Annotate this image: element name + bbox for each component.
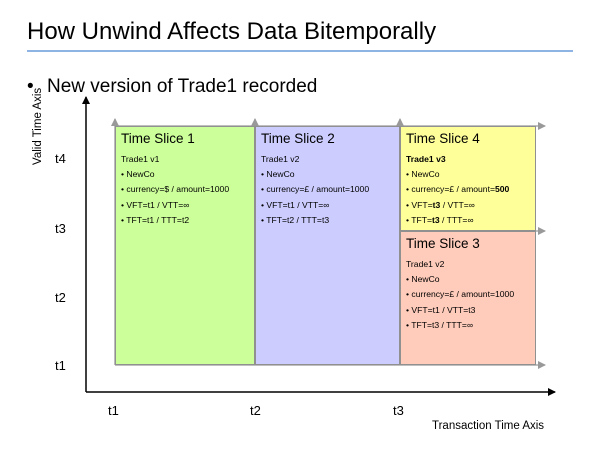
y-tick-t4: t4 xyxy=(55,151,66,166)
slice-vft-suffix: / VTT=∞ xyxy=(440,199,475,210)
x-tick-t1: t1 xyxy=(108,403,119,418)
slice-trade-text: Trade1 v3 xyxy=(406,154,446,164)
slice-title: Time Slice 3 xyxy=(406,236,480,251)
slice-valid-time: • VFT=t1 / VTT=∞ xyxy=(261,199,330,210)
y-tick-t1: t1 xyxy=(55,358,66,373)
slice-valid-time: • VFT=t1 / VTT=t3 xyxy=(406,304,476,315)
slice-currency-prefix: • currency=£ / amount= xyxy=(406,184,495,195)
y-axis-label: Valid Time Axis xyxy=(32,87,44,165)
bullet-dot: • xyxy=(27,76,34,97)
slice-currency: • currency=£ / amount=500 xyxy=(406,182,535,197)
slice-company: • NewCo xyxy=(406,169,440,180)
slice-trade: Trade1 v1 xyxy=(121,154,160,164)
slice-transaction-time: • TFT=t3 / TTT=∞ xyxy=(406,213,535,228)
bullet-item: • New version of Trade1 recorded xyxy=(27,76,317,98)
slice-tft-value: t3 xyxy=(432,214,440,225)
slice-trade: Trade1 v2 xyxy=(261,154,300,164)
slice-title: Time Slice 4 xyxy=(406,131,480,146)
slice-valid-time: • VFT=t3 / VTT=∞ xyxy=(406,198,535,213)
slice-trade: Trade1 v3 xyxy=(406,152,535,167)
y-tick-t3: t3 xyxy=(55,221,66,236)
slice-currency: • currency=£ / amount=1000 xyxy=(261,184,370,195)
slice-company: • NewCo xyxy=(261,169,295,180)
slice-transaction-time: • TFT=t3 / TTT=∞ xyxy=(406,319,474,330)
slice-vft-prefix: • VFT= xyxy=(406,199,433,210)
time-slice-3: Time Slice 3 Trade1 v2 • NewCo • currenc… xyxy=(400,231,536,365)
bullet-text: New version of Trade1 recorded xyxy=(47,76,318,97)
x-axis-label: Transaction Time Axis xyxy=(432,420,545,432)
title-divider xyxy=(27,50,573,52)
slice-valid-time: • VFT=t1 / VTT=∞ xyxy=(121,199,190,210)
slice-currency-value: 500 xyxy=(495,184,510,195)
slice-company: • NewCo xyxy=(406,274,440,285)
slice-trade: Trade1 v2 xyxy=(406,259,445,269)
slice-currency: • currency=£ / amount=1000 xyxy=(406,289,515,300)
time-slice-4: Time Slice 4 Trade1 v3 • NewCo • currenc… xyxy=(400,126,536,231)
time-slice-2: Time Slice 2 Trade1 v2 • NewCo • currenc… xyxy=(255,126,400,365)
slice-title: Time Slice 1 xyxy=(121,131,195,146)
slice-tft-suffix: / TTT=∞ xyxy=(439,214,474,225)
slice-transaction-time: • TFT=t1 / TTT=t2 xyxy=(121,214,190,225)
slice-transaction-time: • TFT=t2 / TTT=t3 xyxy=(261,214,330,225)
x-tick-t3: t3 xyxy=(393,403,404,418)
slide-title: How Unwind Affects Data Bitemporally xyxy=(27,18,437,45)
x-tick-t2: t2 xyxy=(250,403,261,418)
slice-vft-value: t3 xyxy=(432,199,441,210)
slice-title: Time Slice 2 xyxy=(261,131,335,146)
slice-company: • NewCo xyxy=(121,169,155,180)
slice-tft-prefix: • TFT= xyxy=(406,214,433,225)
slice-currency: • currency=$ / amount=1000 xyxy=(121,184,230,195)
time-slice-1: Time Slice 1 Trade1 v1 • NewCo • currenc… xyxy=(115,126,255,365)
y-tick-t2: t2 xyxy=(55,290,66,305)
